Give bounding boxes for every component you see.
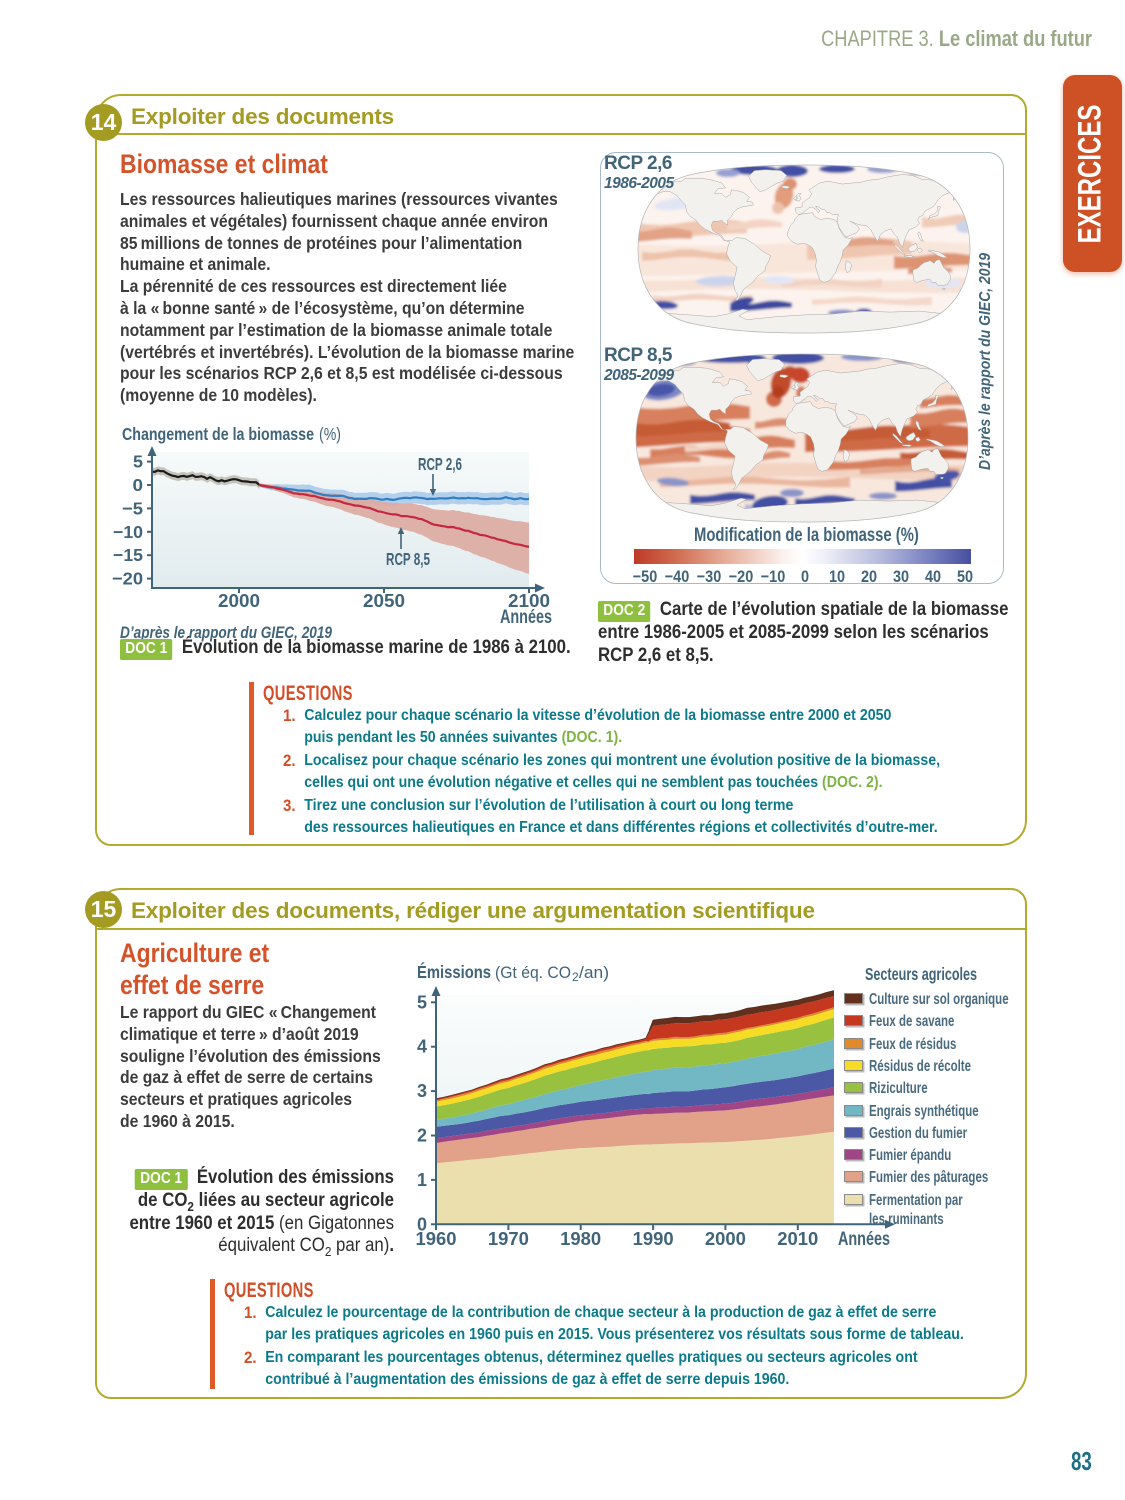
svg-text:RCP 8,5: RCP 8,5 bbox=[386, 549, 430, 569]
svg-text:RCP 2,6: RCP 2,6 bbox=[418, 454, 462, 474]
svg-text:0: 0 bbox=[417, 1214, 427, 1234]
svg-text:2100: 2100 bbox=[508, 591, 550, 611]
svg-text:2000: 2000 bbox=[218, 591, 260, 611]
svg-text:1990: 1990 bbox=[633, 1229, 674, 1249]
svg-text:/an): /an) bbox=[579, 963, 609, 982]
svg-text:−15: −15 bbox=[113, 545, 143, 565]
svg-text:3: 3 bbox=[417, 1081, 427, 1101]
svg-text:1980: 1980 bbox=[560, 1229, 601, 1249]
svg-text:D’après le rapport du GIEC, 20: D’après le rapport du GIEC, 2019 bbox=[120, 624, 333, 642]
svg-text:Années: Années bbox=[838, 1229, 890, 1250]
svg-text:Changement de la biomasse: Changement de la biomasse bbox=[122, 424, 314, 444]
svg-text:5: 5 bbox=[417, 992, 427, 1012]
svg-text:−5: −5 bbox=[122, 498, 143, 518]
svg-text:1970: 1970 bbox=[488, 1229, 529, 1249]
svg-text:Émissions: Émissions bbox=[417, 961, 491, 982]
svg-text:5: 5 bbox=[133, 452, 143, 472]
svg-text:1: 1 bbox=[417, 1170, 427, 1190]
svg-text:0: 0 bbox=[133, 475, 144, 495]
svg-text:2000: 2000 bbox=[705, 1229, 746, 1249]
svg-text:2: 2 bbox=[417, 1126, 427, 1146]
svg-text:−20: −20 bbox=[112, 569, 143, 589]
svg-text:1960: 1960 bbox=[416, 1229, 457, 1249]
svg-text:4: 4 bbox=[417, 1037, 427, 1057]
svg-text:(Gt éq. CO: (Gt éq. CO bbox=[495, 963, 571, 982]
svg-text:2: 2 bbox=[572, 970, 579, 984]
svg-text:2010: 2010 bbox=[777, 1229, 818, 1249]
svg-text:−10: −10 bbox=[113, 522, 143, 542]
svg-text:(%): (%) bbox=[319, 424, 341, 444]
svg-text:Années: Années bbox=[500, 607, 552, 628]
svg-text:2050: 2050 bbox=[363, 591, 405, 611]
